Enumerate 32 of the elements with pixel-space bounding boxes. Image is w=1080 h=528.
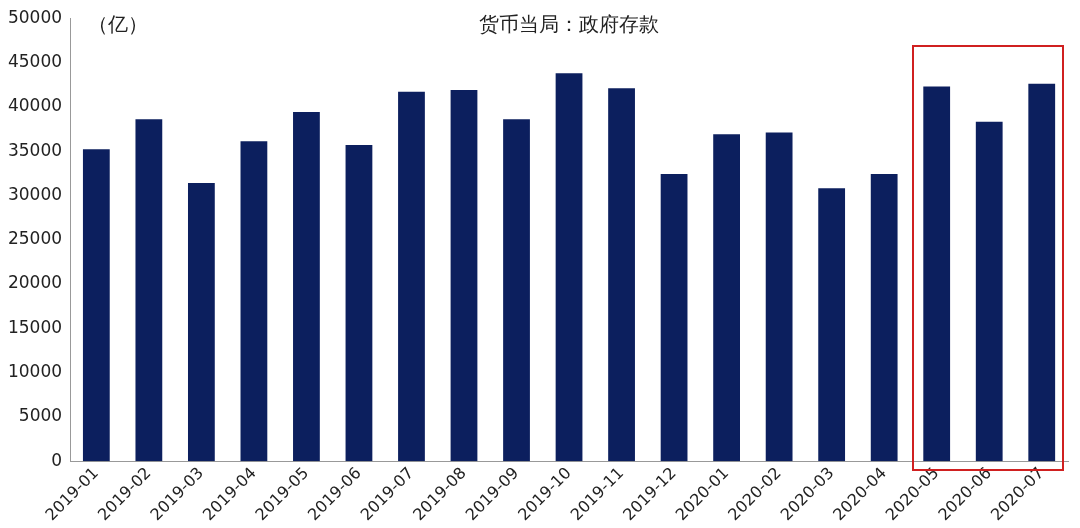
- bar: [608, 88, 635, 462]
- bar: [240, 141, 268, 462]
- y-tick-label: 15000: [7, 316, 63, 337]
- bar: [187, 182, 215, 462]
- bar: [293, 112, 320, 462]
- bar: [1028, 83, 1056, 462]
- bar: [555, 73, 583, 462]
- bar: [345, 144, 373, 462]
- y-tick-label: 40000: [7, 95, 63, 116]
- bar: [975, 121, 1003, 462]
- y-tick-label: 0: [51, 449, 63, 470]
- bar: [870, 174, 898, 462]
- bar: [818, 188, 846, 462]
- bar: [713, 134, 740, 462]
- y-tick-label: 5000: [18, 405, 63, 426]
- bar: [923, 86, 951, 462]
- y-tick-label: 25000: [7, 228, 63, 249]
- y-tick-label: 30000: [7, 183, 63, 204]
- bar: [398, 91, 425, 462]
- bar: [450, 89, 478, 462]
- bar: [135, 119, 163, 462]
- y-tick-label: 45000: [7, 50, 63, 71]
- bar: [660, 174, 688, 462]
- y-tick-label: 10000: [7, 360, 63, 381]
- y-tick-label: 35000: [7, 139, 63, 160]
- bar: [765, 132, 793, 462]
- bar: [82, 149, 110, 462]
- bar: [503, 119, 530, 462]
- y-tick-label: 50000: [7, 6, 63, 27]
- y-tick-label: 20000: [7, 272, 63, 293]
- y-axis-title: （亿）: [88, 12, 149, 37]
- chart-title: 货币当局：政府存款: [479, 12, 660, 37]
